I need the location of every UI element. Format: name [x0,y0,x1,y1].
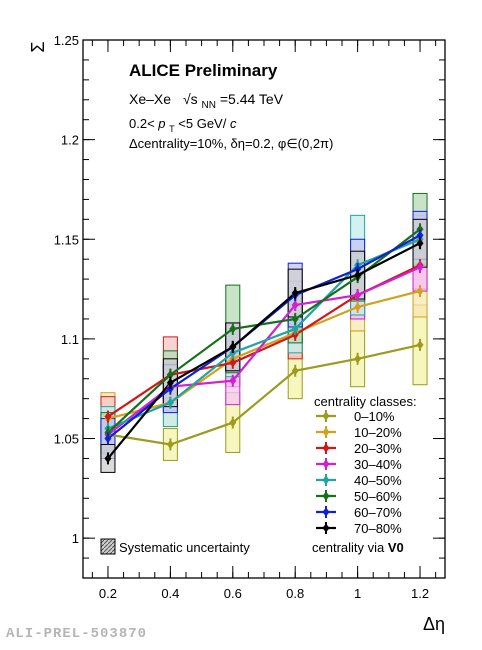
data-point [166,378,174,388]
systematic-legend-label: Systematic uncertainty [119,540,250,555]
x-tick-label: 1.2 [411,586,429,601]
data-point [291,324,299,334]
data-point [354,354,362,364]
estimator-prefix: centrality via [312,540,388,555]
series-line [107,343,421,446]
y-axis-title: Σ [28,41,48,52]
legend-title: centrality classes: [314,394,417,409]
data-point [291,314,299,324]
x-tick-label: 0.6 [224,586,242,601]
data-point [104,434,112,444]
pt-symbol: p [157,116,165,131]
x-tick-label: 0.2 [99,586,117,601]
data-point [354,290,362,300]
energy-value: =5.44 TeV [220,91,284,107]
legend-marker [322,427,330,437]
y-tick-label: 1.05 [54,432,79,447]
data-point [291,366,299,376]
systematic-legend: Systematic uncertainty [100,538,250,555]
legend-label: 0–10% [354,409,395,424]
legend-marker [322,523,330,533]
y-tick-label: 1 [72,531,79,546]
data-point [229,342,237,352]
experiment-label: ALICE Preliminary [129,61,278,80]
series-lines [107,228,421,460]
data-point [229,376,237,386]
data-point [416,286,424,296]
x-tick-label: 0.4 [161,586,179,601]
figure-id-label: ALI-PREL-503870 [6,626,148,642]
energy-symbol: √s [183,91,198,107]
data-point [229,418,237,428]
legend-label: 50–60% [354,489,402,504]
pt-range-right: <5 GeV/ [178,116,226,131]
legend-label: 60–70% [354,505,402,520]
y-tick-label: 1.2 [61,133,79,148]
data-point [166,370,174,380]
x-tick-label: 1 [354,586,361,601]
x-axis-title: Δη [423,614,445,634]
collision-system-label: Xe–Xe √s NN =5.44 TeV [129,91,284,111]
series-line [107,238,421,430]
legend-marker [322,507,330,517]
axis-ticks: 1 1.05 1.1 1.15 1.2 1.25 0.2 0.4 0.6 0.8 1 1.2 [54,33,445,601]
data-point [416,262,424,272]
legend-label: 20–30% [354,441,402,456]
legend-marker [322,411,330,421]
series-line [107,242,421,460]
y-tick-label: 1.1 [61,332,79,347]
collision-system: Xe–Xe [129,91,171,107]
data-point [104,453,112,463]
legend-entries: 0–10%10–20%20–30%30–40%40–50%50–60%60–70… [316,409,402,536]
data-point [104,412,112,422]
data-point [416,238,424,248]
y-tick-label: 1.15 [54,232,79,247]
legend-label: 10–20% [354,425,402,440]
legend-marker [322,443,330,453]
data-point [416,230,424,240]
x-tick-label: 0.8 [286,586,304,601]
data-point [166,398,174,408]
legend-marker [322,475,330,485]
cuts-label: Δcentrality=10%, δη=0.2, φ∈(0,2π) [129,136,333,151]
data-point [229,324,237,334]
energy-subscript: NN [202,100,216,111]
legend-label: 30–40% [354,457,402,472]
pt-subscript: T [169,124,175,134]
legend-label: 70–80% [354,521,402,536]
data-point [416,340,424,350]
data-point [291,288,299,298]
data-point [354,270,362,280]
systematic-legend-swatch [100,538,116,555]
data-point [291,300,299,310]
series-points [104,223,424,465]
estimator-name: V0 [388,540,404,555]
legend-label: 40–50% [354,473,402,488]
data-point [166,439,174,449]
data-point [229,358,237,368]
estimator-label: centrality via V0 [312,540,404,555]
pt-unit: c [230,116,237,131]
data-point [354,302,362,312]
pt-range-label: 0.2< p T <5 GeV/ c [129,116,237,135]
legend: centrality classes: 0–10%10–20%20–30%30–… [314,394,417,536]
y-tick-label: 1.25 [54,33,79,48]
pt-range-left: 0.2< [129,116,155,131]
series-line [107,290,421,420]
legend-marker [322,459,330,469]
legend-marker [322,491,330,501]
